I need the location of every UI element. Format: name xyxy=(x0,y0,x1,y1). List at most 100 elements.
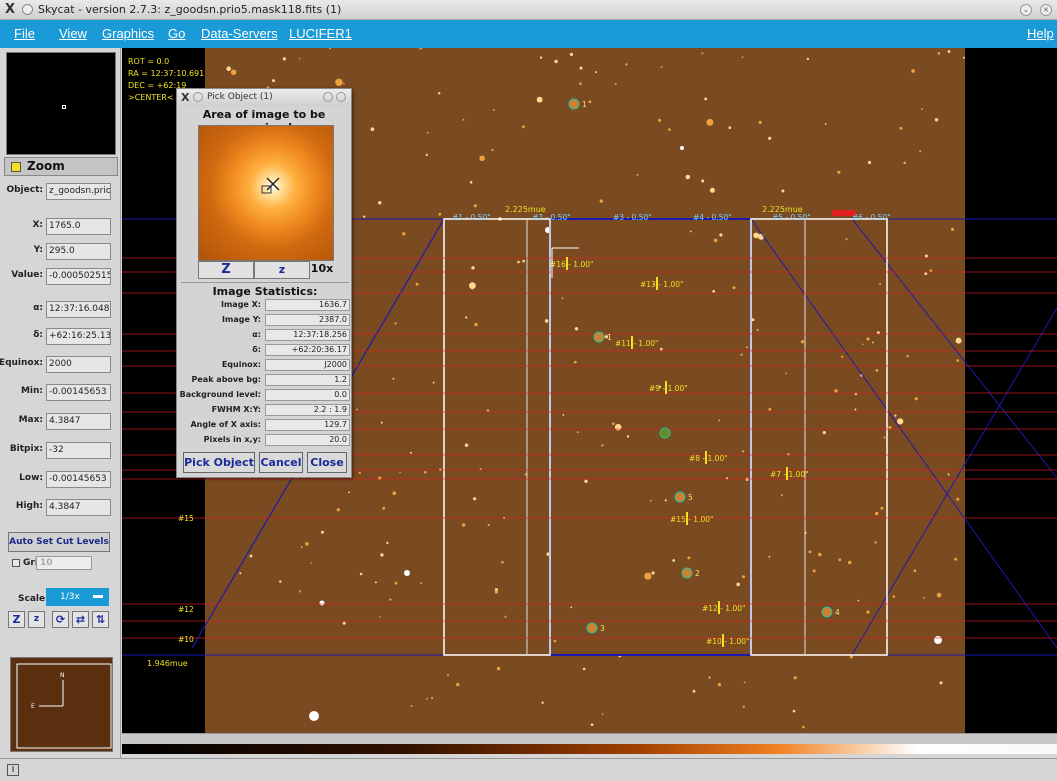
close-button[interactable]: Close xyxy=(307,452,347,473)
svg-text:E: E xyxy=(31,703,35,710)
auto-set-cut-levels-button[interactable]: Auto Set Cut Levels xyxy=(8,532,110,552)
cancel-button[interactable]: Cancel xyxy=(259,452,303,473)
info-value[interactable]: -0.00145653 xyxy=(46,471,111,488)
target-object xyxy=(821,606,833,618)
info-value[interactable]: 1765.0 xyxy=(46,218,111,235)
menu-go[interactable]: Go xyxy=(168,26,186,41)
star xyxy=(951,227,955,231)
status-bar: I xyxy=(0,758,1057,781)
star xyxy=(517,260,520,264)
info-value[interactable]: -0.000502515 xyxy=(46,268,111,285)
zoom-in-icon[interactable]: Z xyxy=(8,611,25,628)
info-label: Max: xyxy=(18,415,43,425)
star xyxy=(310,562,312,564)
stat-row: FWHM X:Y: 2.2 : 1.9 xyxy=(181,404,350,417)
window-menu-icon[interactable] xyxy=(193,92,203,102)
grid-checkbox[interactable] xyxy=(12,558,20,567)
star xyxy=(837,170,841,174)
zoom-out-button[interactable]: z xyxy=(254,261,310,279)
star xyxy=(866,610,870,614)
minimize-icon[interactable]: ⌄ xyxy=(1020,4,1032,16)
star xyxy=(800,340,805,344)
object-number: 5 xyxy=(688,493,693,502)
star xyxy=(857,599,860,602)
menu-graphics[interactable]: Graphics xyxy=(102,26,155,41)
flip-y-icon[interactable]: ⇅ xyxy=(92,611,109,628)
star xyxy=(758,120,762,124)
info-value[interactable]: 12:37:16.048 xyxy=(46,301,111,318)
scale-select[interactable]: 1/3x xyxy=(46,588,109,606)
close-icon[interactable] xyxy=(336,92,346,102)
star xyxy=(742,450,745,453)
star xyxy=(660,66,663,68)
star xyxy=(584,479,588,483)
slit-bar xyxy=(786,467,788,480)
info-value[interactable]: 2000 xyxy=(46,356,111,373)
colormap-bar[interactable] xyxy=(122,744,1057,754)
horizontal-scrollbar[interactable] xyxy=(122,733,1057,744)
star xyxy=(651,571,655,575)
info-icon[interactable]: I xyxy=(7,764,19,776)
star xyxy=(923,596,925,599)
star xyxy=(712,290,716,293)
magnifier-view[interactable] xyxy=(6,52,116,155)
rotate-icon[interactable]: ⟳ xyxy=(52,611,69,628)
slit-label: #5 - 0.50" xyxy=(772,213,811,222)
close-icon[interactable]: × xyxy=(1040,4,1052,16)
slit-bar xyxy=(665,381,667,394)
info-value[interactable]: -32 xyxy=(46,442,111,459)
star xyxy=(875,369,879,372)
star xyxy=(378,201,382,205)
info-value[interactable]: 4.3847 xyxy=(46,413,111,430)
menu-lucifer[interactable]: LUCIFER1 xyxy=(289,26,352,41)
flip-x-icon[interactable]: ⇄ xyxy=(72,611,89,628)
menu-data-servers[interactable]: Data-Servers xyxy=(201,26,278,41)
star xyxy=(491,148,494,151)
info-value[interactable]: z_goodsn.prio5. xyxy=(46,183,111,200)
stat-value: 1.2 xyxy=(265,374,350,386)
star xyxy=(937,52,941,55)
pan-thumbnail[interactable]: N E xyxy=(10,657,113,752)
info-label: Equinox: xyxy=(0,358,43,368)
pick-object-button[interactable]: Pick Object xyxy=(183,452,255,473)
star xyxy=(425,153,428,156)
menu-help[interactable]: Help xyxy=(1027,26,1054,41)
star xyxy=(409,451,412,454)
star xyxy=(539,56,543,59)
grid-field[interactable]: 10 xyxy=(36,556,92,570)
zoom-in-button[interactable]: Z xyxy=(198,261,254,279)
star xyxy=(576,431,579,434)
star xyxy=(919,150,922,153)
star xyxy=(356,408,358,411)
star xyxy=(230,69,237,76)
star xyxy=(741,56,744,59)
info-value[interactable]: 295.0 xyxy=(46,243,111,260)
star xyxy=(504,615,507,618)
stat-label: Peak above bg: xyxy=(191,375,262,384)
star xyxy=(574,327,579,331)
window-menu-icon[interactable] xyxy=(22,4,33,15)
zoom-toggle[interactable]: Zoom xyxy=(4,157,118,176)
star xyxy=(751,318,755,322)
slit-item-label: #16 - 1.00" xyxy=(550,260,593,269)
info-value[interactable]: -0.00145653 xyxy=(46,384,111,401)
zoom-checkbox[interactable] xyxy=(11,162,21,172)
zoom-preview[interactable] xyxy=(198,125,334,261)
star xyxy=(883,436,886,439)
star xyxy=(822,431,826,435)
info-value[interactable]: 4.3847 xyxy=(46,499,111,516)
star xyxy=(612,422,615,426)
menu-view[interactable]: View xyxy=(59,26,87,41)
star xyxy=(389,598,392,601)
info-value[interactable]: +62:16:25.13 xyxy=(46,328,111,345)
slit-label: #4 - 0.50" xyxy=(693,213,732,222)
info-row: Y: 295.0 xyxy=(0,243,121,261)
star xyxy=(239,572,242,575)
menu-file[interactable]: File xyxy=(14,26,35,41)
star xyxy=(824,123,827,125)
grid-row: Grid: 10 xyxy=(12,556,92,570)
star xyxy=(719,233,723,237)
zoom-out-icon[interactable]: z xyxy=(28,611,45,628)
minimize-icon[interactable] xyxy=(323,92,333,102)
